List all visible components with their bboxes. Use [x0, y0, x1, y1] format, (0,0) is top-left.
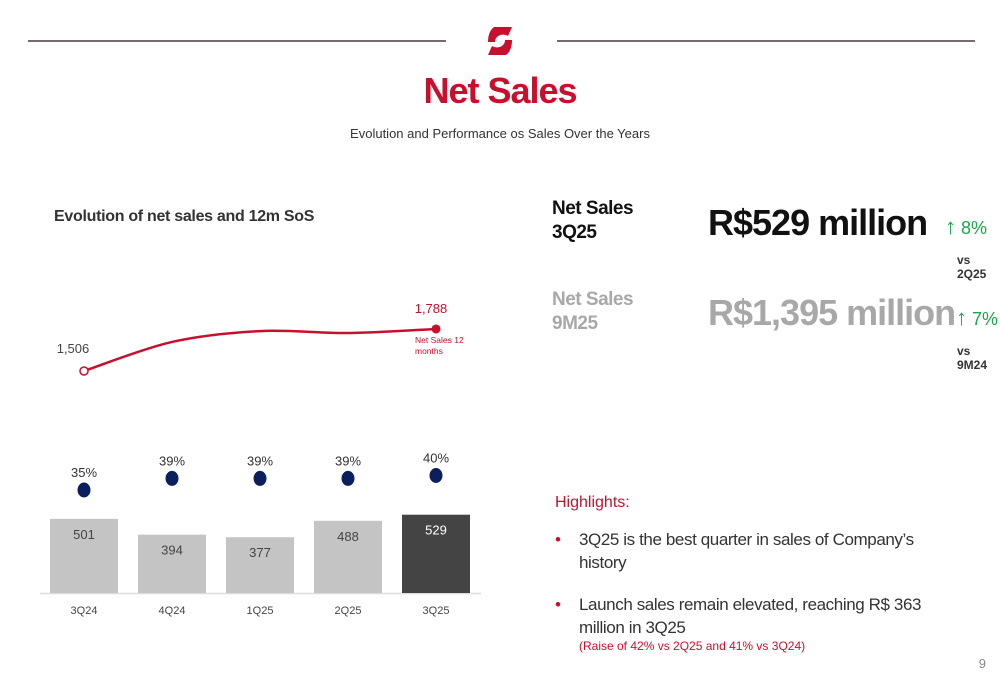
percentage-label: 40% — [423, 451, 449, 466]
line-start-marker — [79, 366, 89, 376]
bar — [314, 520, 382, 593]
line-start-label: 1,506 — [57, 341, 90, 356]
bar-label: 488 — [337, 529, 359, 544]
percentage-dot — [165, 470, 179, 486]
kpi-label-line1: Net Sales — [552, 198, 634, 219]
bar-label: 529 — [425, 523, 447, 538]
kpi-label-line2: 3Q25 — [552, 222, 597, 243]
x-tick-label: 4Q24 — [159, 605, 186, 617]
highlight-note: (Raise of 42% vs 2Q25 and 41% vs 3Q24) — [579, 639, 806, 653]
line-series-label-line2: months — [415, 346, 443, 356]
company-logo — [488, 27, 512, 55]
line-series-label-line1: Net Sales 12 — [415, 335, 464, 345]
bar-label: 394 — [161, 543, 183, 558]
highlights-title: Highlights: — [555, 494, 630, 511]
chart-title: Evolution of net sales and 12m SoS — [54, 208, 315, 225]
kpi-delta-value: 8% — [961, 218, 988, 238]
percentage-dot — [253, 470, 267, 486]
kpi-vs-9m25: vs 9M24 — [957, 344, 988, 372]
line-end-label: 1,788 — [415, 301, 448, 316]
bar — [138, 534, 206, 593]
bar — [226, 537, 294, 593]
bar — [50, 518, 118, 593]
page-title: Net Sales — [423, 70, 577, 111]
percentage-label: 39% — [335, 453, 361, 468]
sales-chart: 501 3Q24 394 4Q24 377 1Q25 488 2Q25 529 3Q25 35% 39… — [40, 301, 481, 617]
page-number: 9 — [978, 656, 986, 671]
header-rule-right — [557, 40, 975, 42]
kpi-label-line2: 9M25 — [552, 313, 598, 334]
kpi-value-3q25: R$529 million — [708, 202, 928, 243]
highlight-text: Launch sales remain elevated, reaching R… — [579, 595, 922, 637]
percentage-dot — [77, 482, 91, 498]
x-tick-label: 2Q25 — [335, 605, 362, 617]
percentage-dot — [341, 470, 355, 486]
kpi-label-line1: Net Sales — [552, 289, 634, 310]
bar-label: 377 — [249, 545, 271, 560]
highlight-text: 3Q25 is the best quarter in sales of Com… — [579, 530, 914, 572]
kpi-delta-value: 7% — [972, 309, 999, 329]
bullet: • — [555, 595, 561, 614]
kpi-value-9m25: R$1,395 million — [708, 292, 956, 333]
bar-label: 501 — [73, 527, 95, 542]
percentage-label: 39% — [247, 453, 273, 468]
arrow-up-icon: ↑ — [945, 214, 956, 239]
kpi-label-9m25: Net Sales 9M25 — [552, 288, 634, 336]
net-sales-12m-line — [83, 327, 437, 373]
kpi-delta-3q25: ↑ 8% — [945, 214, 987, 240]
line-end-marker — [431, 324, 441, 334]
percentage-label: 39% — [159, 453, 185, 468]
percentage-label: 35% — [71, 465, 97, 480]
header-rule-left — [28, 40, 446, 42]
bar — [402, 514, 470, 593]
kpi-label-3q25: Net Sales 3Q25 — [552, 197, 634, 245]
x-tick-label: 1Q25 — [247, 605, 274, 617]
highlight-item: • 3Q25 is the best quarter in sales of C… — [555, 528, 935, 574]
percentage-dot — [429, 468, 443, 483]
page-subtitle: Evolution and Performance os Sales Over … — [350, 126, 650, 141]
x-tick-label: 3Q24 — [71, 605, 98, 617]
arrow-up-icon: ↑ — [956, 305, 967, 330]
kpi-vs-3q25: vs 2Q25 — [957, 253, 987, 281]
x-tick-label: 3Q25 — [423, 605, 450, 617]
highlight-item: • Launch sales remain elevated, reaching… — [555, 593, 935, 653]
bullet: • — [555, 530, 561, 549]
kpi-delta-9m25: ↑ 7% — [956, 305, 998, 331]
